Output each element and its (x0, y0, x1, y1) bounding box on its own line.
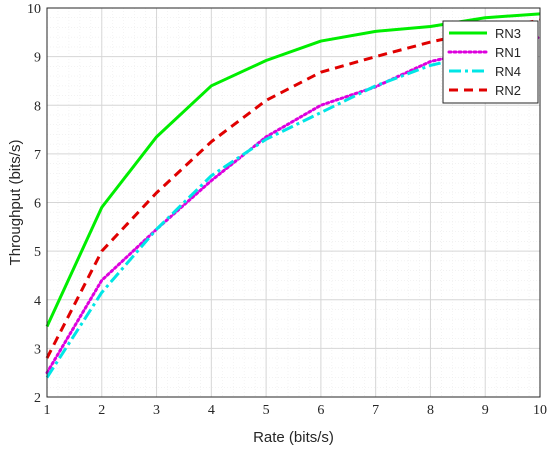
y-axis-label: Throughput (bits/s) (7, 140, 24, 266)
legend-label-rn2: RN2 (495, 83, 521, 98)
legend: RN3 RN1 RN4 RN2 (442, 20, 539, 104)
y-tick-label: 8 (34, 99, 41, 114)
y-tick-label: 4 (34, 294, 41, 309)
x-tick-label: 3 (153, 403, 160, 418)
legend-label-rn3: RN3 (495, 26, 521, 41)
y-tick-label: 9 (34, 51, 41, 66)
x-axis-label: Rate (bits/s) (253, 429, 334, 446)
x-tick-label: 2 (98, 403, 105, 418)
x-tick-label: 8 (427, 403, 434, 418)
legend-label-rn1: RN1 (495, 45, 521, 60)
x-tick-label: 9 (482, 403, 489, 418)
y-tick-label: 6 (34, 197, 41, 212)
x-tick-label: 7 (372, 403, 379, 418)
x-tick-label: 4 (208, 403, 215, 418)
plot-frame (46, 7, 541, 398)
y-tick-label: 7 (34, 148, 41, 163)
y-tick-label: 2 (34, 391, 41, 406)
y-tick-label: 3 (34, 342, 41, 357)
x-tick-label: 1 (44, 403, 51, 418)
legend-box (442, 20, 539, 104)
legend-label-rn4: RN4 (495, 64, 521, 79)
y-tick-label: 10 (27, 2, 41, 17)
y-tick-label: 5 (34, 245, 41, 260)
x-tick-label: 5 (263, 403, 270, 418)
x-tick-label: 6 (317, 403, 324, 418)
x-tick-label: 10 (533, 403, 547, 418)
